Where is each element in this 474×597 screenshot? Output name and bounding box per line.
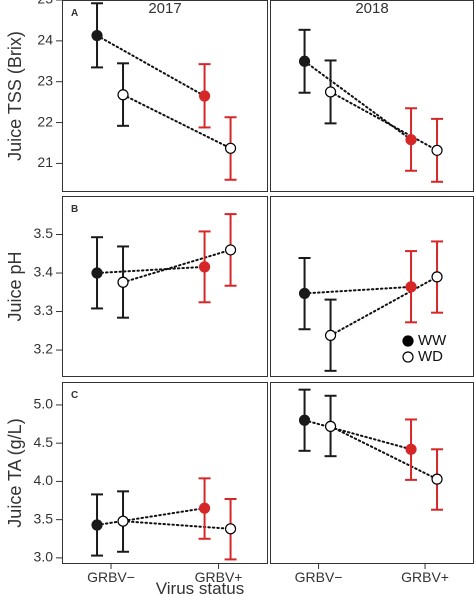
data-point-WD — [117, 515, 129, 527]
legend-marker-WD — [402, 351, 414, 363]
y-tick-label: 3.3 — [34, 302, 54, 318]
trend-line-WW — [96, 34, 206, 97]
data-point-WD — [324, 86, 337, 98]
legend-label-WW: WW — [418, 332, 447, 349]
trend-line-WD — [122, 248, 232, 284]
data-point-WW — [298, 414, 311, 426]
panel-frame — [270, 382, 474, 564]
data-point-WW — [405, 443, 417, 455]
y-tick-label: 24 — [37, 32, 53, 48]
data-point-WW — [298, 287, 311, 300]
y-tick-label: 3.0 — [34, 549, 54, 565]
data-point-WW — [91, 29, 103, 42]
data-point-WD — [324, 329, 337, 342]
column-title-2017: 2017 — [148, 0, 181, 17]
y-tick-label: 3.5 — [34, 510, 54, 526]
y-tick-label: 23 — [37, 72, 53, 88]
panel-letter-C: C — [71, 390, 78, 401]
trend-line-WD — [329, 275, 439, 337]
x-tick-label: GRBV− — [295, 569, 343, 585]
y-axis-title-B: Juice pH — [5, 251, 25, 321]
data-point-WW — [405, 134, 417, 146]
column-title-2018: 2018 — [355, 0, 388, 17]
panel-letter-B: B — [71, 204, 78, 215]
data-point-WW — [198, 90, 211, 102]
x-axis-title: Virus status — [156, 579, 245, 597]
trend-line-WD — [329, 425, 439, 481]
data-point-WW — [198, 502, 211, 514]
data-point-WD — [117, 276, 129, 288]
x-tick-label: GRBV+ — [195, 569, 243, 585]
data-point-WD — [224, 523, 237, 535]
panel-frame — [62, 196, 268, 377]
data-point-WW — [298, 55, 311, 67]
y-tick-label: 5.0 — [34, 396, 54, 412]
trend-line-WD — [122, 520, 232, 530]
data-point-WW — [91, 519, 103, 531]
y-tick-label: 22 — [37, 113, 53, 129]
data-point-WD — [431, 473, 443, 485]
panel-frame — [62, 382, 268, 564]
data-point-WW — [91, 267, 103, 279]
panel-frame — [270, 196, 474, 377]
y-tick-label: 4.5 — [34, 434, 54, 450]
trend-line-WW — [303, 285, 413, 295]
data-point-WW — [405, 281, 417, 293]
y-tick-label: 3.2 — [34, 341, 54, 357]
data-point-WW — [198, 261, 211, 273]
y-tick-label: 4.0 — [34, 472, 54, 488]
trend-line-WD — [122, 93, 232, 150]
legend-marker-WW — [402, 335, 414, 347]
trend-line-WW — [96, 265, 206, 275]
trend-line-WW — [303, 419, 413, 451]
x-tick-label: GRBV− — [87, 569, 135, 585]
trend-line-WD — [329, 90, 439, 152]
panel-frame — [62, 0, 268, 192]
data-point-WD — [431, 271, 443, 283]
y-tick-label: 21 — [37, 154, 53, 170]
y-axis-title-C: Juice TA (g/L) — [5, 418, 25, 527]
data-point-WD — [224, 244, 237, 256]
y-tick-label: 3.4 — [34, 264, 54, 280]
panel-letter-A: A — [71, 8, 78, 19]
legend-label-WD: WD — [418, 348, 443, 365]
y-tick-label: 25 — [37, 0, 53, 7]
trend-line-WW — [96, 507, 206, 526]
y-tick-label: 3.5 — [34, 225, 54, 241]
data-point-WD — [117, 89, 129, 101]
data-point-WD — [431, 144, 443, 156]
data-point-WD — [324, 420, 337, 432]
y-axis-title-A: Juice TSS (Brix) — [5, 31, 25, 161]
x-tick-label: GRBV+ — [401, 569, 449, 585]
data-point-WD — [224, 142, 237, 154]
